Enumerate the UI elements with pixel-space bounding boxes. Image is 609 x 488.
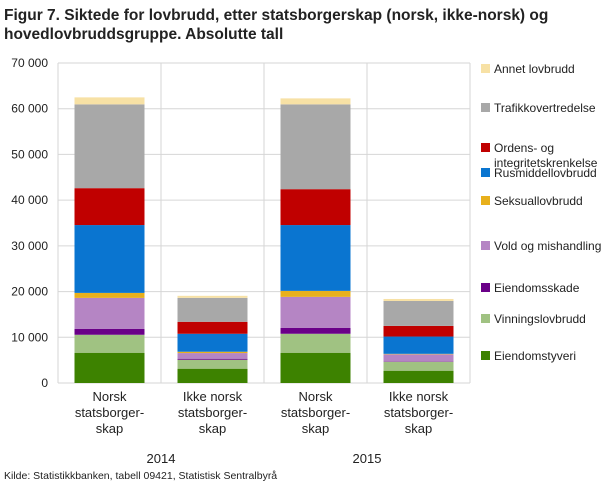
legend-label: Vold og mishandling (494, 239, 601, 253)
legend-label: Trafikkovertredelse (494, 101, 596, 115)
bar-segment (383, 354, 454, 362)
y-tick-label: 40 000 (11, 193, 48, 207)
y-tick-label: 30 000 (11, 239, 48, 253)
y-tick-label: 60 000 (11, 102, 48, 116)
x-tick-label: statsborger- (75, 405, 144, 420)
legend-swatch (481, 314, 490, 323)
bar-segment (280, 98, 351, 105)
bar-segment (383, 300, 454, 326)
bar-segment (280, 104, 351, 190)
bar-segment (177, 358, 248, 360)
y-tick-label: 20 000 (11, 285, 48, 299)
bar-segment (280, 327, 351, 334)
bar-segment (177, 333, 248, 352)
legend-label: Ordens- og (494, 141, 554, 155)
x-tick-label: Ikke norsk (183, 389, 243, 404)
bar-segment (383, 370, 454, 383)
source-note: Kilde: Statistikkbanken, tabell 09421, S… (4, 470, 278, 482)
legend-label-cont: integritetskrenkelse (494, 156, 598, 170)
legend-swatch (481, 351, 490, 360)
y-tick-label: 70 000 (11, 56, 48, 70)
y-tick-label: 10 000 (11, 330, 48, 344)
x-tick-label: skap (96, 421, 123, 436)
group-label: 2015 (353, 451, 382, 466)
bar-segment (383, 325, 454, 337)
bar-segment (74, 297, 145, 329)
bar-segment (74, 334, 145, 353)
bar-segment (74, 97, 145, 105)
legend-swatch (481, 64, 490, 73)
legend-label: Eiendomstyveri (494, 349, 576, 363)
x-tick-label: skap (405, 421, 432, 436)
legend-label: Seksuallovbrudd (494, 194, 583, 208)
bar-segment (74, 328, 145, 335)
bar-segment (280, 333, 351, 353)
legend-swatch (481, 103, 490, 112)
legend-label: Rusmiddellovbrudd (494, 166, 597, 180)
bar-segment (74, 292, 145, 298)
y-tick-label: 50 000 (11, 147, 48, 161)
bar-segment (280, 290, 351, 297)
x-tick-label: statsborger- (384, 405, 453, 420)
bar-segment (280, 225, 351, 291)
bar-segment (74, 104, 145, 189)
x-tick-label: Norsk (299, 389, 333, 404)
bar-segment (177, 351, 248, 354)
x-tick-label: statsborger- (281, 405, 350, 420)
x-tick-label: Norsk (93, 389, 127, 404)
bar-segment (74, 352, 145, 383)
legend-swatch (481, 168, 490, 177)
x-tick-label: statsborger- (178, 405, 247, 420)
legend-swatch (481, 241, 490, 250)
bar-segment (177, 321, 248, 334)
bar-segment (177, 359, 248, 369)
bar-segment (280, 296, 351, 328)
bar-segment (383, 298, 454, 301)
bar-segment (280, 352, 351, 383)
legend-label: Eiendomsskade (494, 281, 580, 295)
bar-segment (383, 361, 454, 371)
bar-segment (177, 295, 248, 298)
bar-segment (177, 297, 248, 322)
legend-swatch (481, 196, 490, 205)
legend-swatch (481, 283, 490, 292)
bar-segment (74, 188, 145, 226)
x-tick-label: skap (199, 421, 226, 436)
legend-label: Vinningslovbrudd (494, 312, 586, 326)
bar-segment (74, 225, 145, 293)
legend-label: Annet lovbrudd (494, 62, 575, 76)
bar-segment (383, 336, 454, 354)
legend-swatch (481, 143, 490, 152)
chart-title: Figur 7. Siktede for lovbrudd, etter sta… (4, 7, 549, 43)
bar-segment (280, 189, 351, 226)
bar-segment (177, 353, 248, 359)
bar-segment (177, 368, 248, 383)
group-label: 2014 (147, 451, 176, 466)
x-tick-label: skap (302, 421, 329, 436)
y-tick-label: 0 (41, 376, 48, 390)
x-tick-label: Ikke norsk (389, 389, 449, 404)
